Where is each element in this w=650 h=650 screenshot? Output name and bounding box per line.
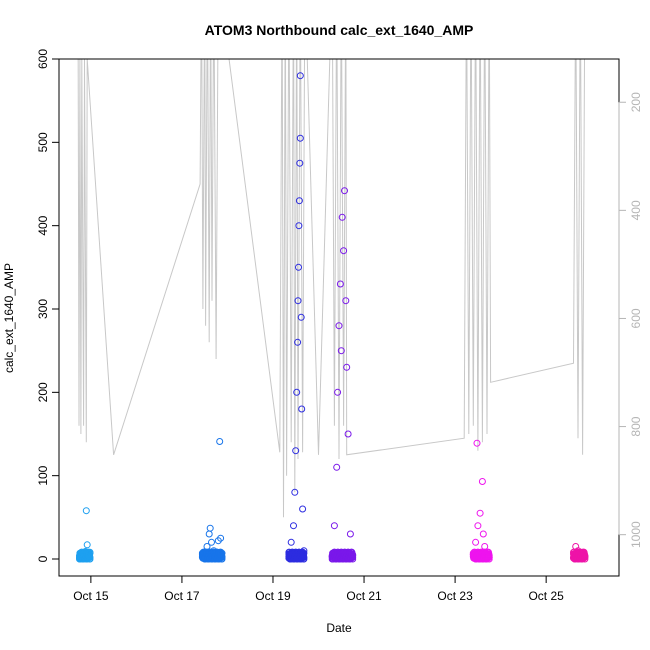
data-point	[206, 524, 214, 532]
y-tick-label: 400	[36, 215, 50, 235]
data-point	[296, 159, 304, 167]
data-point	[337, 347, 345, 355]
y2-tick-label: 600	[629, 308, 643, 328]
data-point	[297, 313, 305, 321]
x-tick-label: Oct 15	[73, 589, 109, 603]
data-point	[82, 507, 90, 515]
x-tick-label: Oct 23	[437, 589, 473, 603]
data-point	[333, 463, 341, 471]
data-point	[344, 430, 352, 438]
data-point	[296, 72, 304, 80]
gray-trace-line	[77, 59, 586, 518]
data-point	[298, 405, 306, 413]
data-point	[292, 447, 300, 455]
data-point	[349, 552, 357, 560]
data-point	[581, 552, 589, 560]
data-point	[295, 222, 303, 230]
data-point	[473, 439, 481, 447]
data-point	[485, 552, 493, 560]
y2-tick-label: 400	[629, 200, 643, 220]
chart-title: ATOM3 Northbound calc_ext_1640_AMP	[205, 22, 474, 38]
data-point	[299, 505, 307, 513]
data-point	[478, 478, 486, 485]
data-point	[472, 538, 480, 546]
y2-tick-label: 200	[629, 92, 643, 112]
data-point	[474, 522, 482, 530]
series-2	[198, 438, 226, 563]
data-point	[294, 297, 302, 305]
data-point	[481, 543, 489, 550]
data-point	[294, 338, 302, 346]
data-point	[216, 438, 224, 445]
data-point	[205, 530, 213, 538]
series-1	[76, 507, 94, 563]
data-point	[291, 488, 299, 496]
data-point	[336, 280, 344, 288]
data-point	[338, 213, 346, 221]
data-point	[479, 530, 487, 538]
data-point	[341, 187, 348, 195]
x-axis: Oct 15 Oct 17 Oct 19 Oct 21 Oct 23 Oct 25	[73, 575, 564, 603]
series-3	[285, 72, 308, 563]
x-axis-label: Date	[326, 621, 352, 635]
data-point	[295, 197, 303, 205]
series-5	[469, 439, 493, 563]
x-tick-label: Oct 17	[164, 589, 200, 603]
data-point	[218, 553, 226, 561]
data-point	[330, 522, 338, 530]
y-tick-label: 600	[36, 49, 50, 69]
data-point	[340, 247, 348, 255]
plot-frame	[58, 58, 620, 577]
series-4	[328, 187, 357, 563]
x-tick-label: Oct 21	[346, 589, 382, 603]
data-point	[343, 363, 351, 371]
y2-axis: 200 400 600 800 1000	[618, 92, 643, 548]
data-point	[300, 553, 308, 561]
y-tick-label: 200	[36, 382, 50, 402]
data-point	[293, 388, 301, 396]
y-axis: 0 100 200 300 400 500 600	[36, 49, 60, 562]
data-point	[290, 522, 297, 530]
x-tick-label: Oct 25	[528, 589, 564, 603]
data-point	[334, 388, 342, 396]
data-point	[295, 263, 302, 271]
y2-tick-label: 800	[629, 416, 643, 436]
y2-tick-label: 1000	[629, 521, 643, 548]
data-point	[476, 509, 484, 517]
data-point	[346, 530, 354, 538]
data-point	[83, 541, 91, 549]
data-point	[287, 538, 295, 546]
data-point	[86, 553, 94, 561]
x-tick-label: Oct 19	[255, 589, 291, 603]
data-point	[296, 134, 304, 142]
y-axis-label: calc_ext_1640_AMP	[2, 263, 16, 373]
y-tick-label: 300	[36, 299, 50, 319]
data-point	[217, 534, 225, 542]
data-point	[335, 322, 343, 330]
y-tick-label: 100	[36, 465, 50, 485]
series-6	[570, 543, 589, 563]
y-tick-label: 0	[36, 555, 50, 562]
y-tick-label: 500	[36, 132, 50, 152]
data-point	[208, 538, 215, 546]
plot-area	[76, 59, 589, 563]
data-point	[342, 297, 350, 305]
